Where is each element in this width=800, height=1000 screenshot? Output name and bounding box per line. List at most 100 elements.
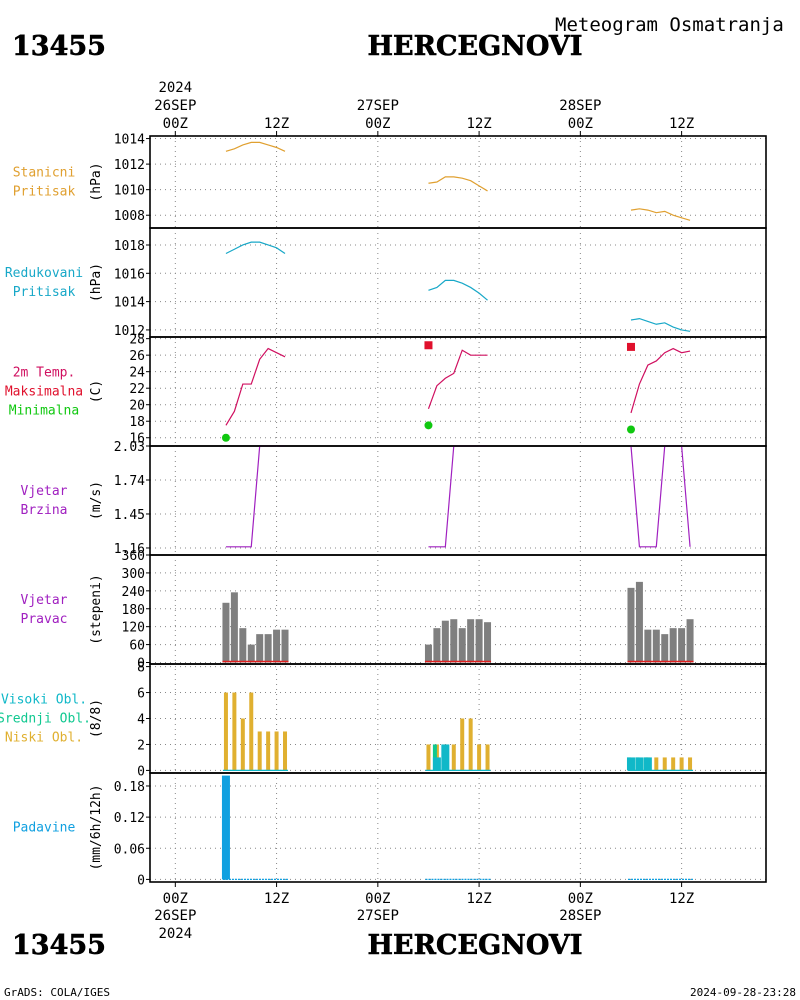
wind-dir-bar <box>627 587 635 663</box>
y-tick-label: 26 <box>129 349 145 364</box>
panel-label: Stanicni <box>13 166 76 181</box>
footer-right: 2024-09-28-23:28 <box>690 986 796 999</box>
panel-label: Padavine <box>13 821 76 836</box>
y-tick-label: 120 <box>122 621 145 636</box>
y-tick-label: 8 <box>137 661 145 676</box>
wind-dir-bar <box>264 634 272 663</box>
time-label-bottom: 12Z <box>669 891 694 907</box>
panel-precip: 0 0.06 0.12 0.18 (mm/6h/12h) Padavine <box>13 772 767 888</box>
series-line <box>427 349 488 410</box>
y-tick-label: 1012 <box>114 324 145 339</box>
y-tick-label: 2.03 <box>114 440 145 455</box>
panel-label: Maksimalna <box>5 385 83 400</box>
y-tick-label: 0 <box>137 657 145 672</box>
panel-label: Pritisak <box>13 285 76 300</box>
y-tick-label: 0 <box>137 764 145 779</box>
time-label-top: 12Z <box>264 116 289 132</box>
wind-dir-bar <box>644 629 652 663</box>
panel-clouds: 0 2 4 6 8 (8/8)Visoki Obl. Srednji Obl. Niski O… <box>0 661 767 779</box>
cloud-high-bar <box>635 757 644 771</box>
y-tick-label: 1010 <box>114 184 145 199</box>
y-tick-label: 28 <box>129 333 145 348</box>
station-id-bottom: 13455 <box>12 930 106 961</box>
time-label-top: 12Z <box>466 116 491 132</box>
date-label-top: 26SEP <box>154 98 196 114</box>
wind-dir-bar <box>635 581 643 663</box>
y-tick-label: 1.45 <box>114 508 145 523</box>
y-axis-label: (mm/6h/12h) <box>89 784 104 870</box>
cloud-low-bar <box>662 757 667 771</box>
wind-dir-bar <box>661 634 669 663</box>
year-label-bottom: 2024 <box>158 926 192 942</box>
wind-dir-bar <box>450 619 458 663</box>
panel-label: Minimalna <box>9 404 79 419</box>
y-tick-label: 240 <box>122 585 145 600</box>
y-tick-label: 180 <box>122 603 145 618</box>
cloud-low-bar <box>485 744 490 771</box>
wind-dir-bar <box>230 592 238 663</box>
max-temp-point <box>626 342 635 351</box>
precip-bar <box>221 775 230 880</box>
panel-frame <box>149 227 767 338</box>
product-title: Meteogram Osmatranja <box>555 14 784 36</box>
series-line <box>630 317 691 332</box>
y-tick-label: 22 <box>129 382 145 397</box>
wind-dir-bar <box>433 628 441 663</box>
y-tick-label: 1.16 <box>114 542 145 557</box>
time-label-bottom: 12Z <box>264 891 289 907</box>
cloud-low-bar <box>477 744 482 771</box>
panel-label: Pravac <box>21 612 68 627</box>
panel-frame <box>149 336 767 447</box>
wind-dir-bar <box>475 619 483 663</box>
wind-dir-bar <box>247 644 255 663</box>
cloud-high-bar <box>626 757 635 771</box>
cloud-low-bar <box>223 692 228 771</box>
date-label-top: 27SEP <box>357 98 399 114</box>
y-tick-label: 1018 <box>114 239 145 254</box>
cloud-low-bar <box>671 757 676 771</box>
y-axis-label: (C) <box>89 380 104 403</box>
y-axis-label: (hPa) <box>89 162 104 201</box>
wind-dir-bar <box>424 644 432 663</box>
time-label-top: 00Z <box>568 116 593 132</box>
cloud-low-bar <box>240 718 245 771</box>
y-tick-label: 20 <box>129 399 145 414</box>
panel-label: Visoki Obl. <box>1 693 87 708</box>
series-line <box>225 241 286 255</box>
wind-dir-bar <box>222 602 230 663</box>
date-label-top: 28SEP <box>559 98 601 114</box>
cloud-low-bar <box>283 731 288 771</box>
panel-redukovani: 1012 1014 1016 1018 (hPa) Redukovani Pritisak <box>5 227 767 339</box>
y-tick-label: 1.74 <box>114 474 145 489</box>
cloud-high-bar <box>643 757 652 771</box>
series-line <box>225 347 286 426</box>
y-tick-label: 360 <box>122 549 145 564</box>
panel-label: Srednji Obl. <box>0 712 91 727</box>
series-line <box>428 279 488 301</box>
y-tick-label: 0.12 <box>114 811 145 826</box>
cloud-low-bar <box>451 744 456 771</box>
wind-dir-bar <box>458 628 466 663</box>
panel-label: Vjetar <box>21 593 68 608</box>
y-tick-label: 300 <box>122 567 145 582</box>
station-name-top: HERCEGNOVI <box>368 31 583 62</box>
year-label-top: 2024 <box>158 80 192 96</box>
series-line <box>428 176 488 192</box>
wind-dir-bar <box>652 629 660 663</box>
time-label-top: 12Z <box>669 116 694 132</box>
y-axis-label: (hPa) <box>89 263 104 302</box>
panel-frame <box>149 445 767 556</box>
panel-wind_speed: 1.16 1.45 1.74 2.03 (m/s) Vjetar Brzina <box>21 440 767 557</box>
series-line <box>630 347 691 414</box>
y-axis-label: (m/s) <box>89 481 104 520</box>
wind-dir-bar <box>239 628 247 663</box>
cloud-low-bar <box>688 757 693 771</box>
panel-frame <box>149 772 767 883</box>
time-label-bottom: 00Z <box>568 891 593 907</box>
wind-dir-bar <box>467 619 475 663</box>
panel-label: 2m Temp. <box>13 366 76 381</box>
date-label-bottom: 28SEP <box>559 908 601 924</box>
cloud-low-bar <box>679 757 684 771</box>
y-tick-label: 1012 <box>114 158 145 173</box>
